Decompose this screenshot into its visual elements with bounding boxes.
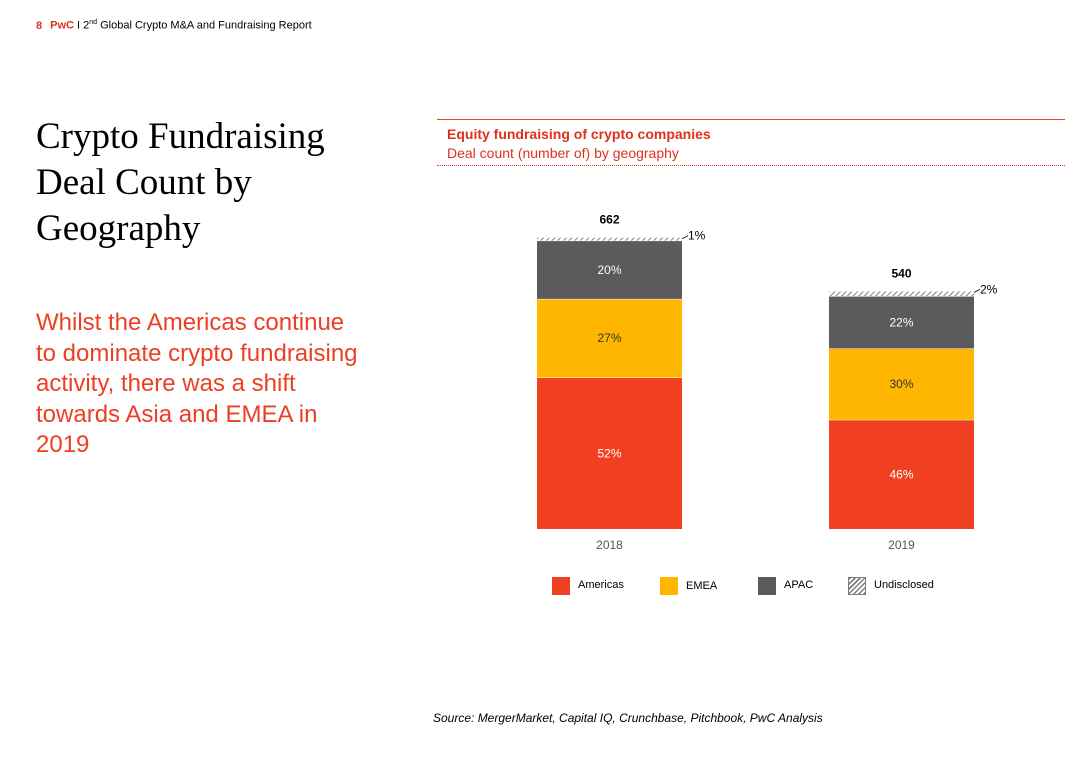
legend-label-undisclosed: Undisclosed xyxy=(874,579,934,591)
header-separator: I 2 xyxy=(73,19,90,32)
data-label-apac-2019: 22% xyxy=(889,315,913,329)
page-title-line: Crypto Fundraising xyxy=(36,116,325,157)
x-tick-label-2018: 2018 xyxy=(596,538,623,552)
data-label-undisclosed-2018: 1% xyxy=(688,229,706,243)
legend-swatch-americas xyxy=(552,577,570,595)
legend-swatch-emea xyxy=(660,577,678,595)
bar-segment-emea-2018 xyxy=(537,298,682,378)
legend-label-apac: APAC xyxy=(784,579,814,591)
bar-segment-americas-2018 xyxy=(537,377,682,529)
bar-segment-apac-2018 xyxy=(537,240,682,299)
data-label-emea-2019: 30% xyxy=(889,377,913,391)
data-label-americas-2018: 52% xyxy=(597,446,621,460)
bar-segment-apac-2019 xyxy=(829,296,974,349)
legend-swatch-undisclosed xyxy=(848,577,866,595)
data-label-americas-2019: 46% xyxy=(889,467,913,481)
total-label-2019: 540 xyxy=(891,266,911,280)
bar-segment-americas-2019 xyxy=(829,419,974,529)
page-title-line: Geography xyxy=(36,208,201,249)
data-label-apac-2018: 20% xyxy=(597,263,621,277)
page-number: 8 xyxy=(36,19,43,32)
key-message: Whilst the Americas continue to dominate… xyxy=(36,308,396,461)
data-label-undisclosed-2019: 2% xyxy=(980,282,998,296)
bar-segment-undisclosed-2019 xyxy=(829,291,974,297)
header-brand: PwC xyxy=(50,19,74,32)
page-title: Crypto Fundraising Deal Count by Geograp… xyxy=(36,114,396,252)
legend-label-americas: Americas xyxy=(578,579,624,591)
legend-label-emea: EMEA xyxy=(686,580,718,592)
chart-header-dotted-rule xyxy=(437,165,1065,166)
chart-subtitle: Deal count (number of) by geography xyxy=(447,145,679,161)
bar-segment-undisclosed-2018 xyxy=(537,237,682,241)
data-label-leader-undisclosed-2019 xyxy=(973,289,981,293)
page-header: 8 PwC I 2nd Global Crypto M&A and Fundrai… xyxy=(36,19,312,32)
source-note: Source: MergerMarket, Capital IQ, Crunch… xyxy=(433,711,823,725)
legend-swatch-apac xyxy=(758,577,776,595)
chart-header-rule xyxy=(437,119,1065,120)
page-title-line: Deal Count by xyxy=(36,162,252,203)
x-tick-label-2019: 2019 xyxy=(888,538,915,552)
data-label-emea-2018: 27% xyxy=(597,331,621,345)
bar-segment-emea-2019 xyxy=(829,348,974,420)
key-message-line: 2019 xyxy=(36,431,90,458)
key-message-line: to dominate crypto fundraising xyxy=(36,339,358,367)
data-label-leader-undisclosed-2018 xyxy=(681,235,689,240)
key-message-line: Whilst the Americas continue xyxy=(36,309,345,336)
total-label-2018: 662 xyxy=(599,213,619,227)
chart-title: Equity fundraising of crypto companies xyxy=(447,126,711,142)
header-ordinal-suffix: nd xyxy=(89,19,98,26)
report-title: Global Crypto M&A and Fundraising Report xyxy=(97,19,312,32)
key-message-line: towards Asia and EMEA in xyxy=(36,400,318,428)
key-message-line: activity, there was a shift xyxy=(36,370,296,397)
